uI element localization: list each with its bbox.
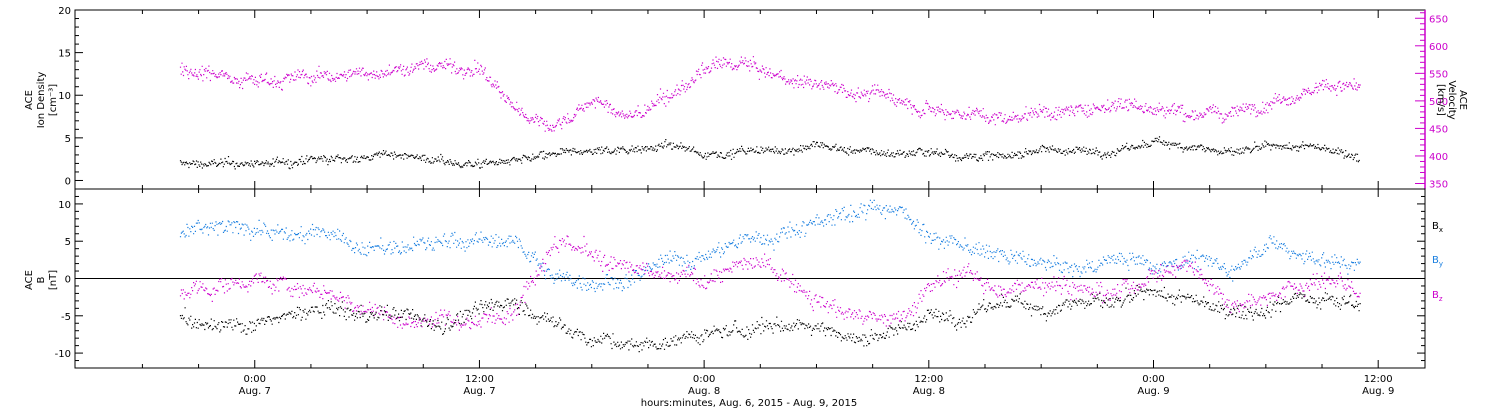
bz-points bbox=[179, 235, 1361, 331]
density-tick-label: 10 bbox=[58, 91, 71, 102]
legend-bz-sub: z bbox=[1439, 295, 1443, 303]
by-series bbox=[179, 199, 1361, 293]
density-tick-label: 0 bbox=[65, 176, 71, 187]
density-tick-label: 15 bbox=[58, 49, 71, 60]
top-panel: 0 5 10 15 20 350 400 450 500 550 600 650 ACE Ion D… bbox=[24, 6, 1468, 190]
legend-bx-base: B bbox=[1432, 221, 1439, 232]
legend-by: By bbox=[1432, 255, 1443, 268]
velocity-tick-label: 550 bbox=[1429, 69, 1448, 80]
x-tick-time-label: 12:00 bbox=[1364, 374, 1393, 385]
density-axis-ticks: 0 5 10 15 20 bbox=[58, 6, 83, 187]
velocity-axis-label-line2: Velocity bbox=[1446, 80, 1457, 119]
by-points bbox=[179, 199, 1361, 293]
x-tick-date-label: Aug. 9 bbox=[1362, 386, 1394, 397]
velocity-axis-label-line3: [km/s] bbox=[1435, 84, 1446, 116]
b-axis-ticks: -10 -5 0 5 10 bbox=[55, 188, 1425, 369]
velocity-tick-label: 600 bbox=[1429, 42, 1448, 53]
x-tick-date-label: Aug. 8 bbox=[913, 386, 945, 397]
density-series bbox=[179, 136, 1360, 170]
legend-bx: Bx bbox=[1432, 221, 1443, 234]
x-tick-time-label: 12:00 bbox=[914, 374, 943, 385]
velocity-tick-label: 450 bbox=[1429, 124, 1448, 135]
x-tick-date-label: Aug. 9 bbox=[1137, 386, 1169, 397]
x-tick-date-label: Aug. 7 bbox=[239, 386, 271, 397]
top-series-group bbox=[179, 56, 1361, 170]
legend-bx-sub: x bbox=[1439, 226, 1443, 234]
b-axis-label-line2: B bbox=[36, 276, 47, 283]
x-tick-time-label: 0:00 bbox=[693, 374, 715, 385]
b-tick-label: 0 bbox=[65, 275, 71, 286]
x-tick-time-label: 0:00 bbox=[244, 374, 266, 385]
b-axis-label-line3: [nT] bbox=[48, 270, 59, 290]
density-axis-label-line1: ACE bbox=[24, 90, 35, 110]
velocity-tick-label: 650 bbox=[1429, 14, 1448, 25]
bx-points bbox=[179, 284, 1361, 353]
x-tick-time-label: 12:00 bbox=[465, 374, 494, 385]
b-tick-label: 10 bbox=[58, 200, 71, 211]
velocity-points bbox=[179, 56, 1361, 132]
density-tick-label: 20 bbox=[58, 6, 71, 17]
x-tick-date-label: Aug. 8 bbox=[688, 386, 720, 397]
velocity-series bbox=[179, 56, 1361, 132]
legend-by-sub: y bbox=[1439, 260, 1443, 268]
density-points bbox=[179, 136, 1360, 170]
top-plot-frame bbox=[74, 9, 1426, 190]
legend-bz-base: B bbox=[1432, 290, 1439, 301]
x-tick-time-label: 0:00 bbox=[1142, 374, 1164, 385]
x-tick-date-label: Aug. 7 bbox=[463, 386, 495, 397]
legend-by-base: B bbox=[1432, 255, 1439, 266]
b-tick-label: 5 bbox=[65, 237, 71, 248]
bx-series bbox=[179, 284, 1361, 353]
velocity-tick-label: 500 bbox=[1429, 97, 1448, 108]
bottom-series-group bbox=[179, 199, 1361, 353]
velocity-axis-ticks: 350 400 450 500 550 600 650 bbox=[1415, 10, 1448, 190]
x-axis-title: hours:minutes, Aug. 6, 2015 - Aug. 9, 20… bbox=[641, 398, 857, 409]
velocity-tick-label: 350 bbox=[1429, 179, 1448, 190]
b-tick-label: -5 bbox=[61, 312, 71, 323]
density-axis-label-line2: Ion Density bbox=[36, 72, 47, 129]
bz-series bbox=[179, 235, 1361, 331]
velocity-tick-label: 400 bbox=[1429, 152, 1448, 163]
velocity-axis-label-line1: ACE bbox=[1457, 90, 1468, 110]
density-axis-label-line3: [cm⁻³] bbox=[48, 84, 59, 116]
b-tick-label: -10 bbox=[55, 349, 71, 360]
bottom-panel: -10 -5 0 5 10 ACE B [nT] Bx By Bz bbox=[24, 188, 1443, 369]
density-tick-label: 5 bbox=[65, 134, 71, 145]
legend-bz: Bz bbox=[1432, 290, 1443, 303]
b-axis-label-line1: ACE bbox=[24, 270, 35, 290]
